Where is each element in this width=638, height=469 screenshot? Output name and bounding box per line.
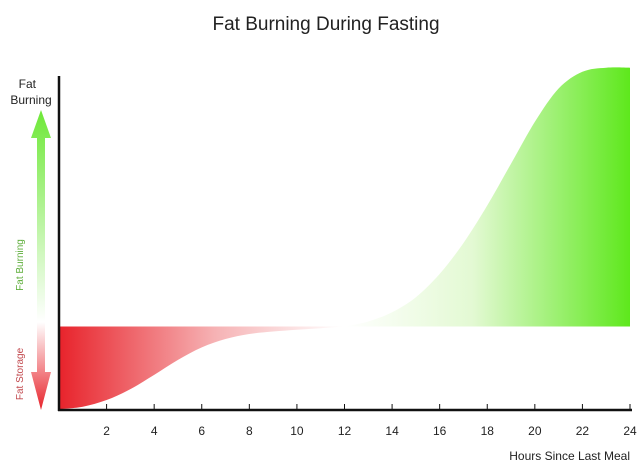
x-tick-label: 6	[198, 424, 205, 438]
side-arrows: Fat Burning Fat Storage	[15, 110, 51, 410]
x-tick-label: 22	[576, 424, 590, 438]
x-axis-label: Hours Since Last Meal	[509, 449, 630, 463]
x-tick-label: 10	[290, 424, 304, 438]
x-tick-label: 8	[246, 424, 253, 438]
x-tick-label: 14	[385, 424, 399, 438]
x-tick-label: 4	[151, 424, 158, 438]
chart-title: Fat Burning During Fasting	[212, 14, 439, 35]
side-label-fat-storage: Fat Storage	[15, 347, 26, 400]
side-label-fat-burning: Fat Burning	[15, 239, 26, 291]
x-tick-label: 2	[103, 424, 110, 438]
fat-burning-arrow	[31, 110, 51, 322]
fat-storage-area	[59, 326, 345, 410]
x-axis-ticks: 2 4 6 8 10 12 14 16 18 20 22 24	[103, 404, 637, 438]
x-tick-label: 16	[433, 424, 447, 438]
x-tick-label: 18	[481, 424, 495, 438]
x-tick-label: 12	[338, 424, 352, 438]
fat-storage-arrow	[31, 322, 51, 410]
x-tick-label: 24	[623, 424, 637, 438]
x-tick-label: 20	[528, 424, 542, 438]
fat-burning-area	[344, 67, 630, 327]
y-axis-label: Fat Burning	[10, 77, 51, 107]
chart-areas	[59, 67, 630, 410]
